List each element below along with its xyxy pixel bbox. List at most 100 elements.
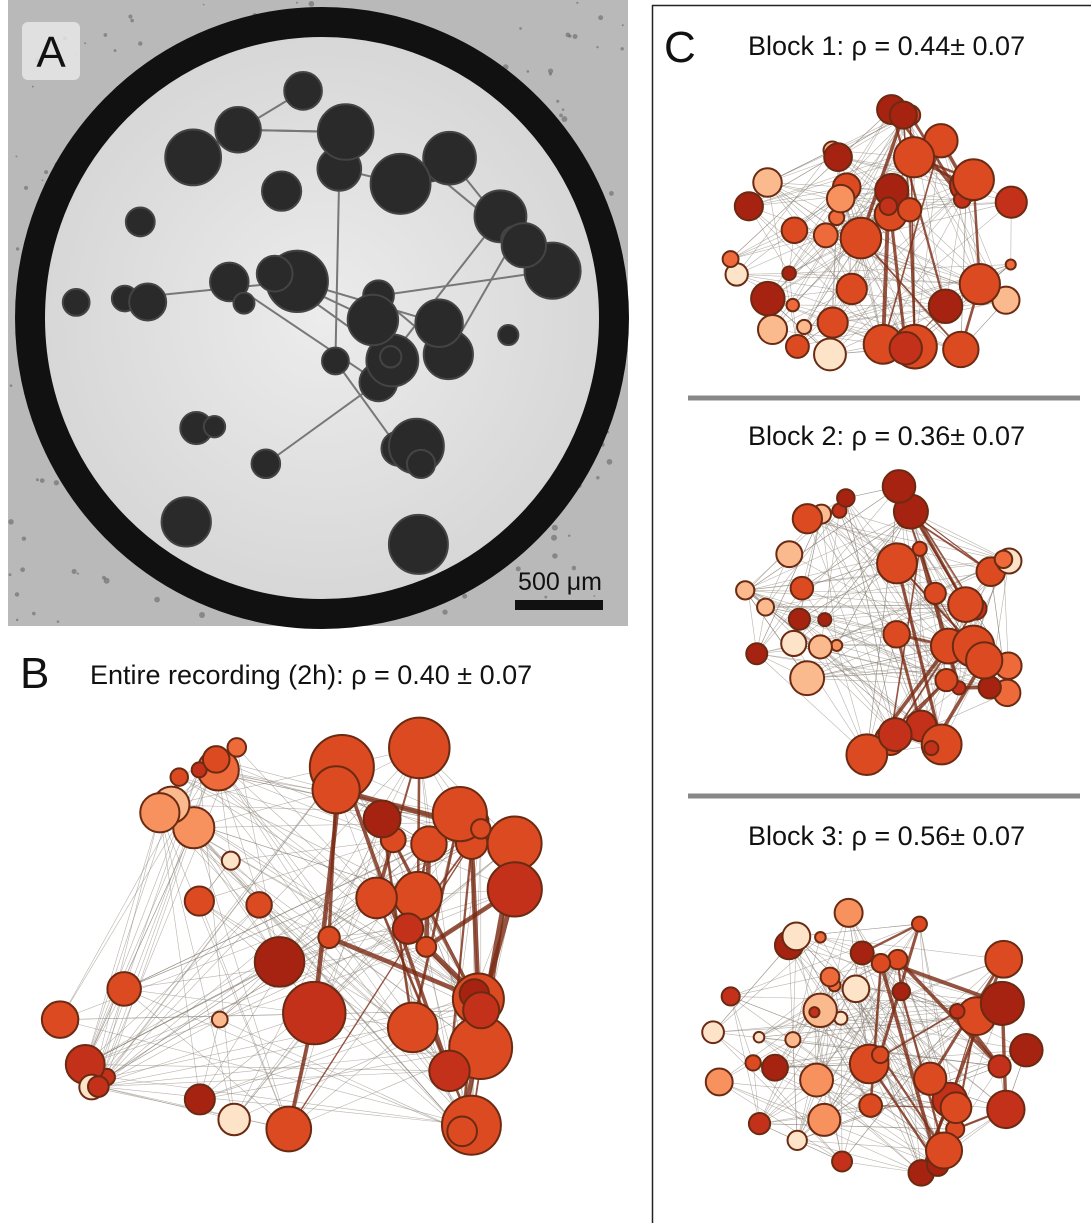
node [814, 339, 846, 371]
speck [32, 86, 34, 88]
node [808, 1104, 840, 1136]
node [872, 954, 890, 972]
node [797, 320, 811, 334]
node [394, 872, 442, 920]
edge [920, 549, 921, 726]
node [140, 793, 179, 832]
node [832, 1152, 852, 1172]
speck [128, 14, 132, 18]
organoid [252, 449, 281, 478]
speck [442, 609, 447, 614]
edge [98, 1019, 219, 1086]
organoid [380, 346, 401, 367]
organoid [502, 223, 546, 267]
organoid [322, 348, 349, 375]
speck [20, 567, 25, 572]
node [841, 218, 882, 259]
node [859, 1094, 882, 1117]
organoid [129, 283, 166, 320]
node [702, 1021, 724, 1043]
panel-title: Entire recording (2h): ρ = 0.40 ± 0.07 [90, 660, 532, 690]
dish-ring [30, 22, 614, 614]
node [388, 1003, 438, 1053]
node [185, 886, 214, 915]
block-title: Block 1: ρ = 0.44± 0.07 [748, 31, 1025, 61]
speck [596, 476, 599, 479]
edge [713, 1032, 842, 1161]
speck [84, 42, 86, 44]
speck [77, 573, 79, 575]
network [723, 95, 1027, 370]
node [843, 975, 870, 1002]
node [255, 937, 305, 987]
node [893, 983, 910, 1000]
node [925, 583, 946, 604]
speck [9, 573, 12, 576]
speck [552, 553, 557, 558]
node [782, 217, 808, 243]
speck [16, 619, 19, 622]
organoid [165, 130, 221, 186]
node [787, 299, 799, 311]
speck [622, 24, 624, 26]
organoid [63, 289, 90, 316]
organoid [389, 515, 448, 574]
speck [620, 47, 623, 50]
node [985, 941, 1022, 978]
speck [44, 170, 48, 174]
speck [527, 70, 530, 73]
node [821, 968, 840, 987]
block-title: Block 2: ρ = 0.36± 0.07 [748, 421, 1025, 451]
node [960, 264, 1000, 304]
node [883, 470, 916, 503]
speck [104, 578, 110, 584]
node [788, 1131, 807, 1150]
speck [199, 612, 205, 618]
edge [98, 1071, 449, 1087]
node [995, 551, 1013, 569]
node [753, 168, 782, 197]
speck [24, 186, 28, 190]
speck [16, 247, 19, 250]
node [266, 1107, 311, 1152]
node [185, 1084, 215, 1114]
edge [961, 185, 966, 349]
organoid [215, 107, 260, 152]
node [429, 1051, 469, 1091]
speck [598, 15, 603, 20]
node [218, 1104, 249, 1135]
speck [596, 46, 598, 48]
network [42, 718, 542, 1155]
node [912, 917, 927, 932]
network [702, 899, 1042, 1186]
node [926, 1132, 962, 1168]
node [831, 640, 842, 651]
node [789, 609, 810, 630]
node [979, 676, 1001, 698]
node [818, 613, 831, 626]
node [835, 899, 863, 927]
node [313, 766, 360, 813]
node [879, 718, 912, 751]
node [950, 1004, 965, 1019]
node [800, 1064, 833, 1097]
node [814, 223, 838, 247]
node [283, 982, 345, 1044]
edge [85, 828, 194, 1065]
organoid [162, 497, 211, 546]
node [880, 198, 897, 215]
speck [556, 100, 559, 103]
node [786, 335, 809, 358]
node [746, 643, 767, 664]
node [107, 972, 141, 1006]
speck [559, 114, 563, 118]
node [1006, 260, 1016, 270]
speck [562, 108, 565, 111]
organoid [257, 256, 293, 292]
node [393, 914, 423, 944]
node [981, 982, 1024, 1025]
speck [40, 478, 45, 483]
node [877, 543, 917, 583]
organoid [262, 172, 301, 211]
node [818, 307, 848, 337]
